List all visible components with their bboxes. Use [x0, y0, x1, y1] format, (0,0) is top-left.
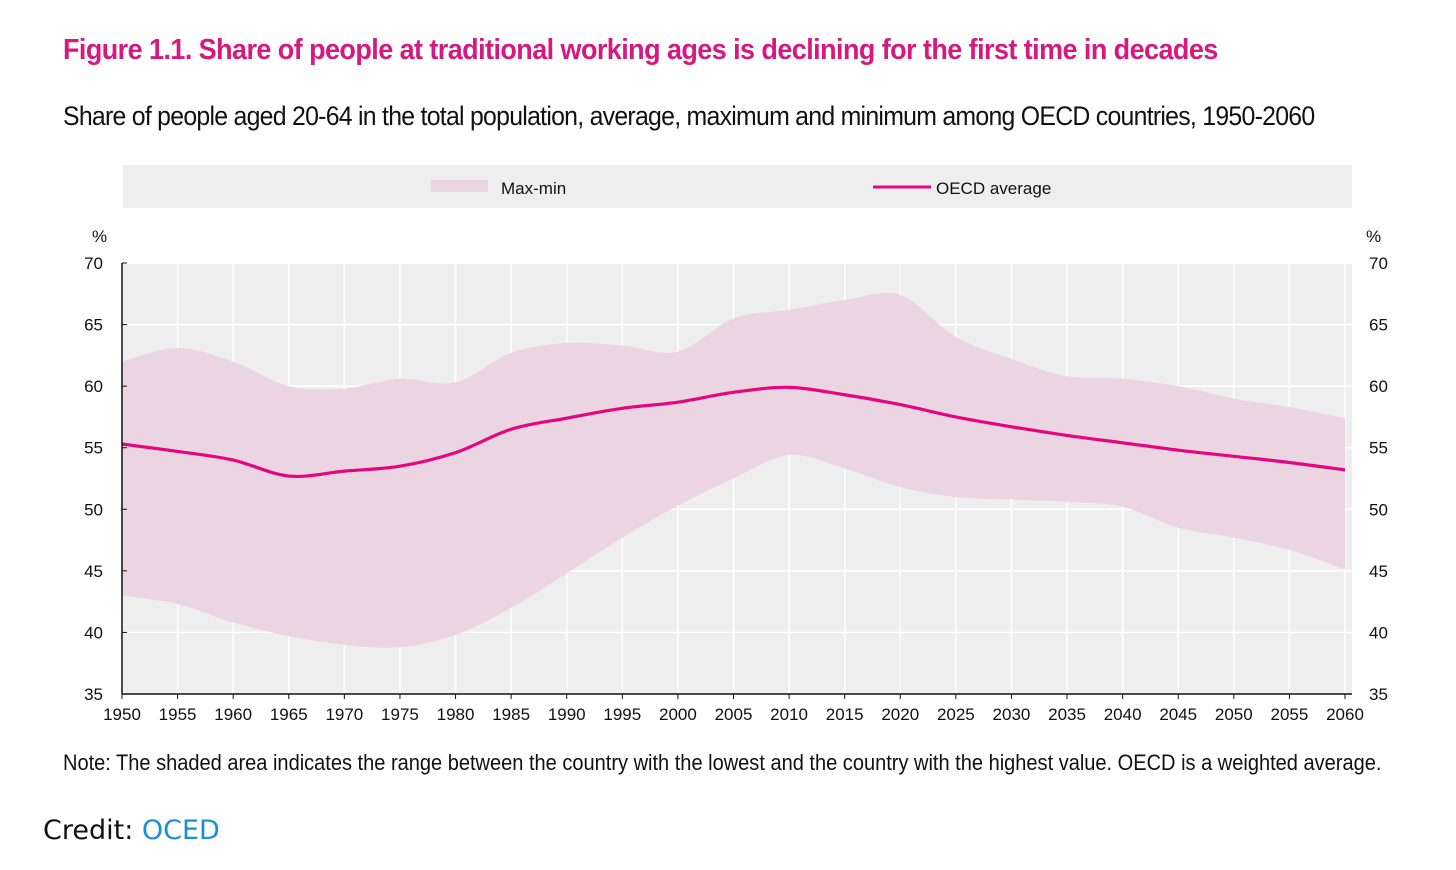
x-tick-label: 2030 — [993, 705, 1031, 724]
x-tick-label: 1995 — [603, 705, 641, 724]
y-tick-label-right: 50 — [1369, 500, 1388, 519]
x-tick-label: 1990 — [548, 705, 586, 724]
y-tick-label-right: 60 — [1369, 377, 1388, 396]
y-unit-right: % — [1366, 227, 1381, 246]
x-tick-label: 2015 — [826, 705, 864, 724]
y-tick-label-right: 40 — [1369, 623, 1388, 642]
y-unit-left: % — [92, 227, 107, 246]
y-tick-label-left: 45 — [84, 562, 103, 581]
x-tick-label: 2060 — [1326, 705, 1364, 724]
x-tick-label: 2035 — [1048, 705, 1086, 724]
y-tick-label-right: 55 — [1369, 439, 1388, 458]
x-tick-label: 1960 — [214, 705, 252, 724]
x-tick-label: 2010 — [770, 705, 808, 724]
x-tick-label: 2045 — [1159, 705, 1197, 724]
x-tick-label: 2025 — [937, 705, 975, 724]
x-tick-label: 1985 — [492, 705, 530, 724]
oecd-average-line — [121, 385, 1346, 479]
credit-link[interactable]: OCED — [141, 815, 220, 846]
legend-box — [123, 165, 1352, 208]
x-tick-label: 1955 — [159, 705, 197, 724]
credit-label: Credit: — [43, 815, 142, 846]
y-tick-label-right: 65 — [1369, 316, 1388, 335]
figure-subtitle: Share of people aged 20-64 in the total … — [63, 101, 1315, 131]
credit: Credit: OCED — [43, 815, 220, 846]
figure-note: Note: The shaded area indicates the rang… — [63, 750, 1382, 775]
x-tick-label: 1970 — [325, 705, 363, 724]
x-tick-label: 1975 — [381, 705, 419, 724]
x-tick-label: 2005 — [715, 705, 753, 724]
legend-swatch-band — [431, 180, 488, 192]
y-tick-label-left: 50 — [84, 500, 103, 519]
x-tick-label: 2040 — [1104, 705, 1142, 724]
y-tick-label-right: 45 — [1369, 562, 1388, 581]
figure-title: Figure 1.1. Share of people at tradition… — [63, 34, 1218, 66]
y-tick-label-left: 55 — [84, 439, 103, 458]
y-tick-label-left: 35 — [84, 685, 103, 704]
legend-label-line: OECD average — [936, 179, 1051, 198]
y-tick-label-right: 35 — [1369, 685, 1388, 704]
x-tick-label: 2000 — [659, 705, 697, 724]
y-tick-label-left: 70 — [84, 254, 103, 273]
x-tick-label: 1950 — [103, 705, 141, 724]
y-tick-label-left: 40 — [84, 623, 103, 642]
x-tick-label: 1980 — [437, 705, 475, 724]
y-tick-label-right: 70 — [1369, 254, 1388, 273]
x-tick-label: 2055 — [1270, 705, 1308, 724]
chart: Max-min OECD average % % 1950 1955 1960 196… — [84, 165, 1388, 724]
x-tick-label: 2020 — [881, 705, 919, 724]
legend-label-band: Max-min — [501, 179, 566, 198]
y-tick-label-left: 60 — [84, 377, 103, 396]
x-tick-label: 1965 — [270, 705, 308, 724]
x-tick-label: 2050 — [1215, 705, 1253, 724]
y-tick-label-left: 65 — [84, 316, 103, 335]
max-min-band — [122, 292, 1345, 648]
